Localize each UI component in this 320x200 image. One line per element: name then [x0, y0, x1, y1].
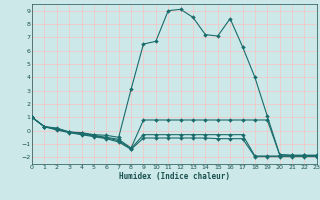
- X-axis label: Humidex (Indice chaleur): Humidex (Indice chaleur): [119, 172, 230, 181]
